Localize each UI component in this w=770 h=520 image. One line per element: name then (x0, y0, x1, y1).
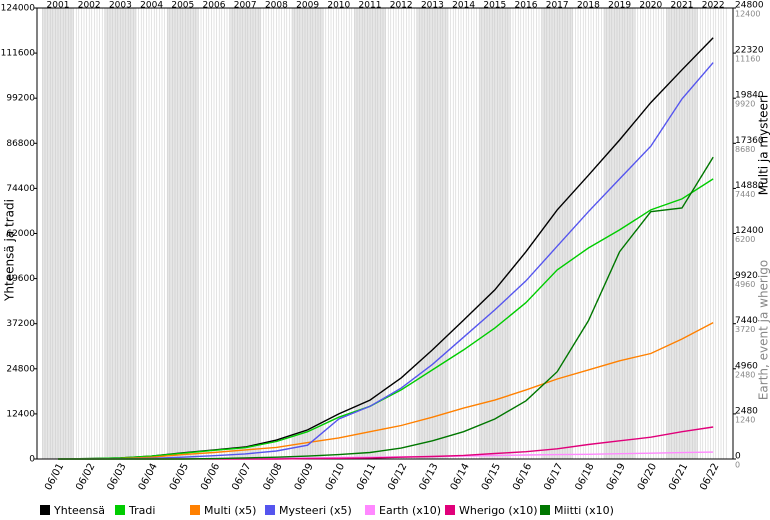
y3-tick-label: 9920 (735, 100, 755, 109)
y-tick-label: 62000 (6, 229, 35, 239)
series-line (58, 321, 714, 460)
y3-tick-label: 4960 (735, 280, 755, 289)
year-label: 2006 (203, 1, 226, 11)
y2-tick-label: 22320 (735, 46, 764, 56)
year-label: 2015 (483, 1, 506, 11)
legend-label: Mysteeri (x5) (279, 504, 352, 517)
year-label: 2001 (47, 1, 70, 11)
bands (42, 8, 727, 459)
year-label: 2004 (140, 1, 163, 11)
legend-label: Wherigo (x10) (459, 504, 538, 517)
legend-swatch (265, 505, 275, 515)
y-tick-label: 24800 (6, 364, 35, 374)
legend-swatch (115, 505, 125, 515)
year-label: 2007 (234, 1, 257, 11)
year-label: 2013 (421, 1, 444, 11)
legend-swatch (445, 505, 455, 515)
year-label: 2018 (577, 1, 600, 11)
y3-tick-label: 12400 (735, 10, 760, 19)
y3-tick-label: 7440 (735, 190, 755, 199)
year-label: 2005 (171, 1, 194, 11)
year-label: 2017 (546, 1, 569, 11)
series-line (58, 62, 714, 460)
legend-label: Miitti (x10) (554, 504, 614, 517)
y-tick-label: 37200 (6, 319, 35, 329)
series-line (57, 178, 714, 460)
y3-tick-label: 8680 (735, 145, 755, 154)
y2-tick-label: 17360 (735, 136, 764, 146)
year-label: 2011 (359, 1, 382, 11)
y3-axis-title: Earth, event ja wherigo (757, 260, 770, 400)
y-tick-label: 12400 (6, 409, 35, 419)
legend-label: Yhteensä (53, 504, 105, 517)
y2-tick-label: 19840 (735, 91, 764, 101)
y2-tick-label: 12400 (735, 226, 764, 236)
legend-label: Tradi (128, 504, 155, 517)
year-label: 2014 (452, 1, 475, 11)
year-label: 2010 (327, 1, 350, 11)
legend-swatch (365, 505, 375, 515)
year-label: 2002 (78, 1, 101, 11)
y-axis-title: Yhteensä ja tradi (3, 199, 17, 302)
y3-tick-label: 0 (735, 461, 740, 470)
legend-label: Multi (x5) (204, 504, 256, 517)
y-tick-label: 74400 (6, 184, 35, 194)
y-tick-label: 0 (29, 455, 35, 465)
y3-tick-label: 6200 (735, 235, 755, 244)
y2-tick-label: 24800 (735, 1, 764, 11)
y2-axis-title: Multi ja mysteeri (757, 95, 770, 195)
y-tick-label: 111600 (1, 49, 36, 59)
y3-tick-label: 3720 (735, 325, 755, 334)
y2-tick-label: 9920 (735, 271, 758, 281)
legend-swatch (40, 505, 50, 515)
y3-tick-label: 11160 (735, 55, 760, 64)
y3-tick-label: 2480 (735, 370, 755, 379)
legend-swatch (540, 505, 550, 515)
legend-label: Earth (x10) (379, 504, 441, 517)
y3-tick-label: 1240 (735, 415, 755, 424)
y2-tick-label: 14880 (735, 181, 764, 191)
year-label: 2016 (515, 1, 538, 11)
year-label: 2012 (390, 1, 413, 11)
y-tick-label: 99200 (6, 94, 35, 104)
year-label: 2022 (702, 1, 725, 11)
y2-tick-label: 2480 (735, 406, 758, 416)
y-tick-label: 124000 (1, 4, 36, 14)
year-label: 2008 (265, 1, 288, 11)
y2-tick-label: 0 (735, 452, 741, 462)
year-label: 2020 (639, 1, 662, 11)
year-label: 2009 (296, 1, 319, 11)
y-tick-label: 86800 (6, 139, 35, 149)
y2-tick-label: 4960 (735, 361, 758, 371)
year-label: 2019 (608, 1, 631, 11)
series-line (58, 156, 714, 460)
y-tick-label: 49600 (6, 274, 35, 284)
year-label: 2021 (671, 1, 694, 11)
legend-swatch (190, 505, 200, 515)
y2-tick-label: 7440 (735, 316, 758, 326)
year-label: 2003 (109, 1, 132, 11)
